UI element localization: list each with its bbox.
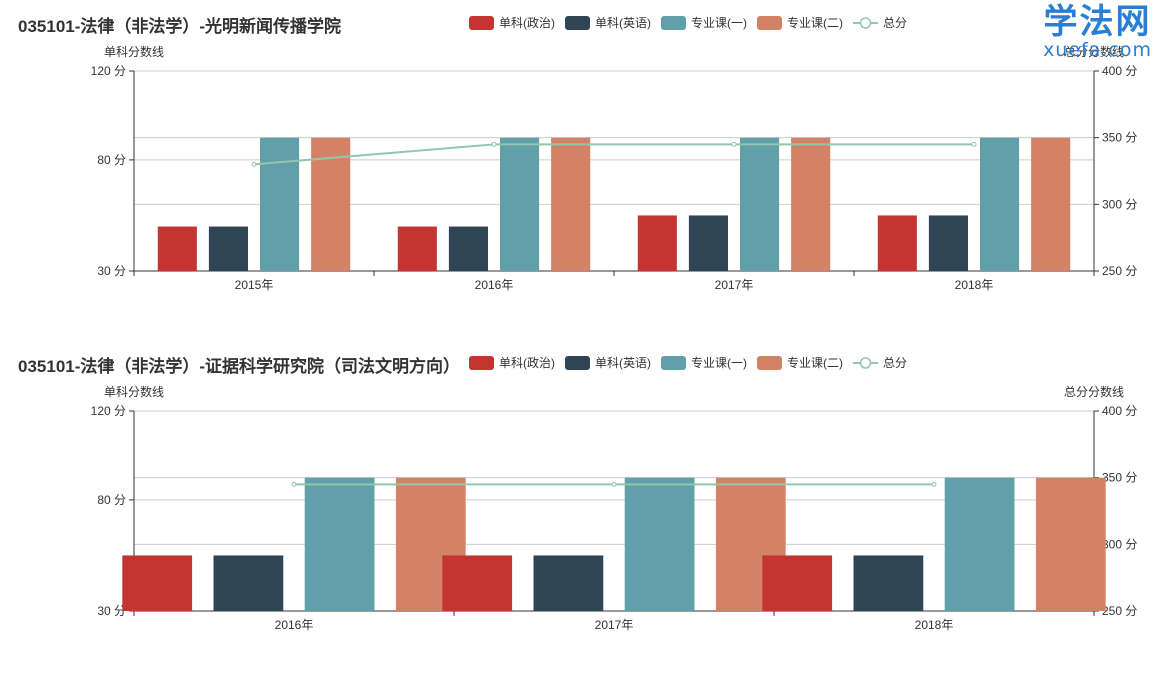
chart-title: 035101-法律（非法学）-证据科学研究院（司法文明方向） [18,356,460,376]
bar-english [213,555,284,611]
bar-course1 [740,137,780,271]
legend-marker-total [859,17,872,29]
x-tick-label: 2017年 [715,278,754,292]
watermark-en: xuefa.com [1043,39,1152,61]
total-point [491,141,497,147]
left-tick-label: 80 分 [97,493,126,507]
bar-course2 [791,137,831,271]
right-tick-label: 250 分 [1102,604,1137,618]
right-tick-label: 300 分 [1102,197,1137,211]
bar-course1 [980,137,1020,271]
right-axis-title: 总分分数线 [1064,44,1124,59]
right-axis-title: 总分分数线 [1064,384,1124,399]
bar-course1 [944,477,1015,611]
legend-item: 单科(英语) [565,16,651,30]
total-line [253,143,974,166]
legend-item: 单科(政治) [469,16,555,30]
legend-swatch-course2 [757,16,782,30]
legend-label: 专业课(一) [691,15,747,30]
bar-politics [762,555,833,611]
x-tick-label: 2018年 [915,618,954,632]
legend-label: 专业课(二) [787,355,843,370]
legend-label: 专业课(一) [691,355,747,370]
legend-item: 专业课(一) [661,355,747,370]
legend-swatch-english [565,356,590,370]
x-tick-label: 2017年 [595,618,634,632]
legend-swatch-english [565,16,590,30]
bar-english [448,226,488,271]
bar-course2 [1035,477,1106,611]
total-point [251,161,257,167]
legend-marker-total [859,357,872,369]
legend-swatch-course2 [757,356,782,370]
legend-item: 单科(英语) [565,356,651,370]
legend-item: 单科(政治) [469,356,555,370]
bar-course1 [500,137,540,271]
total-point [931,481,937,487]
bar-english [533,555,604,611]
bar-politics [442,555,513,611]
legend-label: 总分 [883,16,907,30]
chart-title: 035101-法律（非法学）-光明新闻传播学院 [18,16,341,36]
legend-label: 单科(英语) [595,16,651,30]
total-point [971,141,977,147]
left-tick-label: 120 分 [91,64,126,78]
legend-label: 单科(政治) [499,356,555,370]
bar-course2 [1031,137,1071,271]
bar-english [688,215,728,271]
right-tick-label: 350 分 [1102,131,1137,145]
x-tick-label: 2018年 [955,278,994,292]
bar-english [208,226,248,271]
x-tick-label: 2016年 [275,618,314,632]
left-tick-label: 30 分 [97,604,126,618]
bar-politics [157,226,197,271]
right-tick-label: 300 分 [1102,537,1137,551]
left-axis-title: 单科分数线 [104,44,164,59]
legend-item: 总分 [853,16,907,30]
right-tick-label: 400 分 [1102,404,1137,418]
bar-course1 [260,137,300,271]
right-tick-label: 400 分 [1102,64,1137,78]
legend-swatch-course1 [661,16,686,30]
legend-label: 单科(英语) [595,356,651,370]
legend-label: 单科(政治) [499,16,555,30]
legend-swatch-politics [469,16,494,30]
total-point [611,481,617,487]
right-tick-label: 350 分 [1102,471,1137,485]
bar-course1 [624,477,695,611]
left-tick-label: 80 分 [97,153,126,167]
left-tick-label: 30 分 [97,264,126,278]
bar-politics [877,215,917,271]
total-point [731,141,737,147]
legend-item: 专业课(二) [757,15,843,30]
legend-swatch-course1 [661,356,686,370]
bar-english [853,555,924,611]
x-tick-label: 2016年 [475,278,514,292]
left-tick-label: 120 分 [91,404,126,418]
watermark-logo: 学法网 xuefa.com [1043,4,1152,60]
bar-english [928,215,968,271]
legend-item: 总分 [853,356,907,370]
bar-course2 [551,137,591,271]
total-point [291,481,297,487]
watermark-cn: 学法网 [1043,2,1152,42]
legend-item: 专业课(二) [757,355,843,370]
bar-politics [637,215,677,271]
left-axis-title: 单科分数线 [104,384,164,399]
x-tick-label: 2015年 [235,278,274,292]
legend-swatch-politics [469,356,494,370]
legend-label: 总分 [883,356,907,370]
chart-evidence-science: 035101-法律（非法学）-证据科学研究院（司法文明方向） 单科分数线 总分分数线… [18,355,1137,632]
bar-course1 [304,477,375,611]
right-tick-label: 250 分 [1102,264,1137,278]
bar-politics [397,226,437,271]
bar-politics [122,555,193,611]
legend-label: 专业课(二) [787,15,843,30]
legend-item: 专业课(一) [661,15,747,30]
